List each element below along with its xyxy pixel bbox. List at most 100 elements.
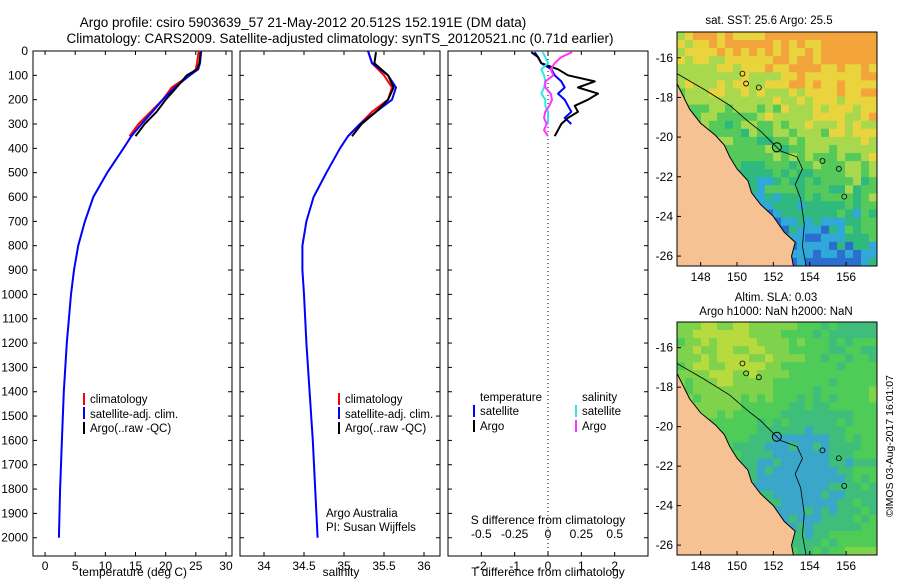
map-cell — [829, 56, 838, 65]
map-cell — [805, 169, 814, 178]
map-cell — [741, 354, 750, 363]
map-cell — [749, 402, 758, 411]
map-cell — [781, 514, 790, 524]
map-cell — [845, 386, 854, 395]
map-cell — [709, 354, 718, 363]
map-cell — [765, 402, 774, 411]
map-cell — [837, 217, 846, 227]
map-cell — [701, 322, 710, 331]
map-cell — [853, 169, 862, 178]
map-cell — [837, 362, 846, 371]
map-cell — [781, 410, 790, 419]
map-cell — [845, 48, 854, 57]
lat-tick-label: -18 — [656, 90, 674, 104]
map-cell — [813, 322, 822, 331]
map-cell — [861, 161, 870, 170]
map-cell — [845, 442, 854, 452]
map-cell — [853, 96, 862, 106]
map-cell — [701, 330, 710, 339]
map-cell — [861, 32, 870, 41]
map-cell — [805, 233, 814, 243]
map-cell — [701, 354, 710, 363]
map-cell — [837, 136, 846, 146]
map-cell — [837, 522, 846, 532]
map-cell — [765, 482, 774, 492]
map-cell — [765, 48, 774, 57]
map-cell — [797, 506, 806, 516]
map-cell — [693, 346, 702, 355]
map-cell — [813, 386, 822, 395]
map-cell — [861, 80, 870, 90]
map-cell — [869, 538, 877, 548]
map-cell — [821, 112, 830, 122]
map-cell — [773, 418, 782, 427]
lat-tick-label: -16 — [656, 341, 674, 355]
map-cell — [805, 394, 814, 403]
map-cell — [789, 56, 798, 65]
map-cell — [781, 386, 790, 395]
map-cell — [853, 474, 862, 484]
map-cell — [749, 128, 758, 138]
map-cell — [869, 458, 877, 468]
map-cell — [693, 370, 702, 379]
map-cell — [773, 32, 782, 41]
map-cell — [765, 201, 774, 211]
map-cell — [757, 434, 766, 444]
map-cell — [797, 80, 806, 90]
map-cell — [813, 474, 822, 484]
map-cell — [709, 362, 718, 371]
map-cell — [837, 474, 846, 484]
map-cell — [845, 128, 854, 138]
map-cell — [789, 474, 798, 484]
map-cell — [837, 530, 846, 540]
map-cell — [773, 474, 782, 484]
map-cell — [749, 153, 758, 162]
map-cell — [845, 522, 854, 532]
depth-tick-label: 1100 — [2, 312, 28, 326]
map-cell — [781, 450, 790, 460]
map-cell — [797, 153, 806, 162]
map-cell — [765, 56, 774, 65]
map-cell — [685, 88, 694, 98]
map-cell — [821, 201, 830, 211]
map-cell — [797, 410, 806, 419]
map-cell — [797, 177, 806, 186]
t-tick-label: 1 — [578, 559, 585, 573]
map-cell — [757, 386, 766, 395]
map-cell — [797, 426, 806, 435]
map-cell — [717, 386, 726, 395]
map-cell — [789, 128, 798, 138]
map-cell — [789, 410, 798, 419]
map-cell — [821, 32, 830, 41]
map-cell — [781, 354, 790, 363]
map-cell — [813, 354, 822, 363]
map-cell — [813, 402, 822, 411]
map-cell — [749, 442, 758, 452]
map-cell — [685, 72, 694, 81]
map-cell — [773, 72, 782, 81]
map-cell — [709, 64, 718, 73]
lat-tick-label: -16 — [656, 51, 674, 65]
map-cell — [861, 217, 870, 227]
map-cell — [741, 72, 750, 81]
map-cell — [773, 56, 782, 65]
depth-tick-label: 300 — [8, 117, 28, 131]
map-cell — [837, 458, 846, 468]
depth-tick-label: 500 — [8, 166, 28, 180]
map-cell — [781, 96, 790, 106]
map-cell — [837, 466, 846, 476]
map-cell — [733, 402, 742, 411]
map-cell — [781, 378, 790, 387]
map-cell — [845, 418, 854, 427]
map-cell — [869, 547, 877, 555]
depth-tick-label: 700 — [8, 214, 28, 228]
sla-map-frame — [676, 321, 878, 556]
map-cell — [813, 498, 822, 508]
map-cell — [821, 338, 830, 347]
map-cell — [837, 450, 846, 460]
map-cell — [869, 241, 877, 251]
x-tick-label: 15 — [129, 559, 143, 573]
map-cell — [773, 346, 782, 355]
map-cell — [845, 64, 854, 73]
map-cell — [861, 193, 870, 203]
